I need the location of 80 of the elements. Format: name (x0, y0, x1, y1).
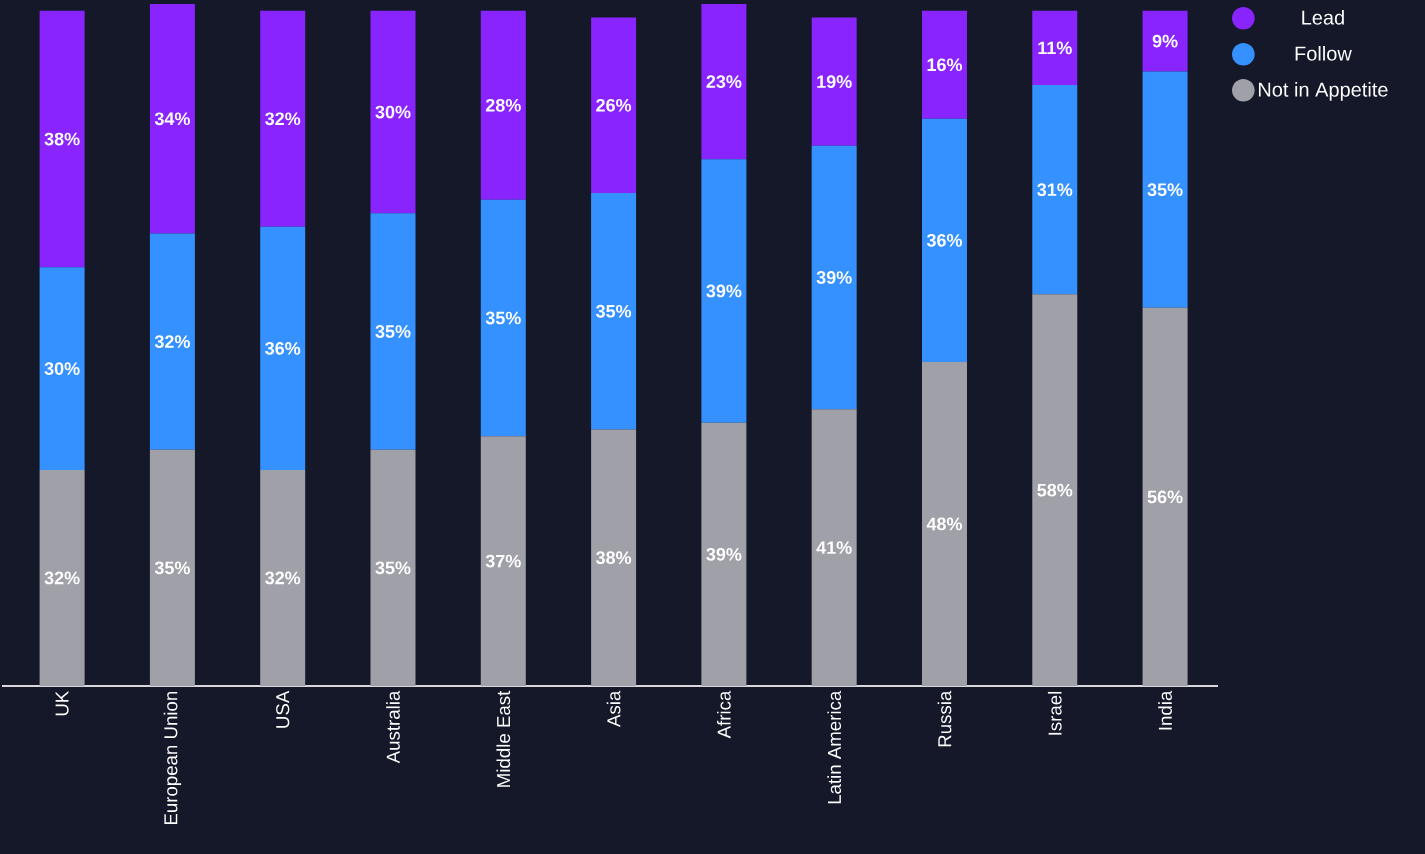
data-label: 56% (1147, 490, 1183, 504)
data-label: 31% (1037, 183, 1073, 197)
data-label: 35% (375, 561, 411, 575)
data-label: 58% (1037, 483, 1073, 497)
x-tick-label: Russia (937, 690, 952, 747)
bar (701, 159, 747, 423)
data-label: 41% (816, 541, 852, 554)
bar (480, 10, 526, 200)
bar (591, 193, 637, 430)
bar (149, 3, 195, 234)
data-label: 35% (1147, 183, 1183, 197)
bar (811, 409, 857, 686)
bar (701, 422, 747, 686)
bar (480, 436, 526, 686)
data-label: 39% (706, 284, 742, 298)
data-label: 39% (816, 271, 852, 284)
bar (149, 449, 195, 686)
x-tick-label: Israel (1047, 691, 1062, 735)
data-label: 38% (44, 132, 80, 146)
bar (1142, 10, 1188, 72)
data-label: 39% (706, 547, 742, 561)
bar (1032, 85, 1078, 295)
data-label: 32% (44, 571, 80, 585)
x-tick-label: USA (276, 690, 290, 728)
legend-label: Follow (1295, 46, 1352, 61)
bar (260, 226, 306, 470)
bar (1142, 307, 1188, 686)
x-tick-label: Middle East (496, 690, 511, 787)
x-tick-label: India (1158, 690, 1172, 730)
bar (591, 17, 637, 194)
data-label: 19% (817, 75, 852, 89)
legend-label: Lead (1302, 10, 1344, 25)
bar (149, 233, 195, 450)
data-label: 38% (596, 551, 632, 565)
x-tick-label: Latin America (827, 690, 842, 804)
bar (39, 267, 85, 470)
bar (921, 10, 967, 119)
bar (39, 10, 85, 268)
bar (260, 10, 306, 227)
data-label: 37% (485, 554, 521, 568)
x-tick-label: European Union (163, 691, 182, 825)
data-label: 16% (927, 58, 963, 72)
data-label: 35% (375, 325, 411, 338)
data-label: 36% (265, 341, 301, 355)
bar (921, 118, 967, 362)
bar (39, 469, 85, 686)
bar (370, 213, 416, 450)
bar (921, 361, 967, 686)
bar (370, 449, 416, 686)
data-label: 48% (926, 517, 963, 531)
data-label: 32% (265, 112, 301, 126)
bar (1032, 10, 1078, 86)
bar (480, 199, 526, 437)
data-label: 9% (1152, 34, 1178, 48)
data-label: 35% (596, 304, 632, 318)
data-label: 34% (154, 112, 190, 126)
data-label: 11% (1038, 41, 1072, 55)
bar (1032, 294, 1078, 686)
bar (701, 3, 747, 160)
data-label: 26% (596, 98, 632, 112)
data-label: 32% (154, 335, 190, 349)
x-tick-label: Australia (386, 690, 400, 764)
data-label: 30% (44, 362, 80, 376)
legend-label: Not in Appetite (1258, 82, 1388, 101)
bar (591, 429, 637, 686)
bar (1142, 71, 1188, 308)
x-tick-label: UK (55, 690, 69, 716)
bar (260, 469, 306, 686)
bar (811, 145, 857, 410)
x-tick-label: Africa (717, 690, 731, 739)
data-label: 30% (375, 105, 411, 119)
bar (811, 17, 857, 146)
data-label: 32% (265, 571, 301, 585)
bar (370, 10, 416, 214)
data-label: 36% (926, 233, 963, 247)
x-tick-label: Asia (606, 690, 621, 727)
data-label: 28% (485, 98, 521, 112)
data-label: 35% (154, 561, 190, 575)
data-label: 35% (485, 311, 521, 325)
data-label: 23% (706, 75, 742, 89)
